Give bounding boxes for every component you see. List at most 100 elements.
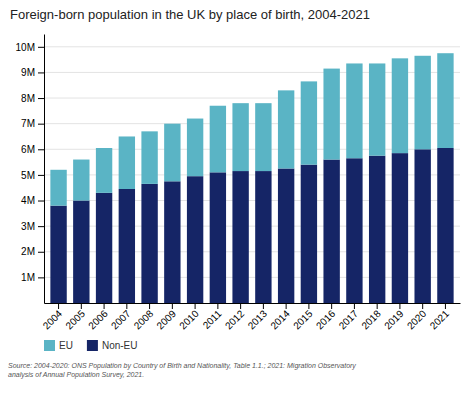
- x-tick: 2006: [86, 303, 110, 331]
- x-tick-mark: [195, 303, 196, 309]
- legend-item: Non-EU: [87, 340, 138, 351]
- bar: [414, 56, 430, 150]
- x-tick-mark: [149, 303, 150, 309]
- x-tick-mark: [354, 303, 355, 309]
- y-tick-mark: [38, 149, 44, 150]
- x-axis-line: [45, 303, 461, 304]
- y-tick: 3M: [21, 221, 44, 232]
- bar: [278, 169, 294, 304]
- x-tick: 2020: [405, 303, 429, 331]
- y-tick-mark: [38, 226, 44, 227]
- bar: [323, 69, 339, 160]
- x-tick: 2010: [177, 303, 201, 331]
- x-tick-mark: [399, 303, 400, 309]
- x-tick-label: 2017: [337, 308, 361, 332]
- x-tick-label: 2015: [291, 308, 315, 332]
- x-tick-mark: [286, 303, 287, 309]
- x-axis: 2004200520062007200820092010201120122013…: [41, 303, 461, 331]
- x-tick-mark: [422, 303, 423, 309]
- y-tick: 6M: [21, 144, 44, 155]
- bar: [369, 156, 385, 303]
- title: Foreign-born population in the UK by pla…: [10, 7, 370, 22]
- y-tick-label: 10M: [16, 42, 35, 53]
- x-tick: 2009: [154, 303, 178, 331]
- bar: [210, 172, 226, 303]
- bar: [119, 189, 135, 303]
- legend-item: EU: [44, 340, 73, 351]
- chart: Foreign-born population in the UK by pla…: [0, 0, 474, 401]
- bar: [255, 171, 271, 303]
- bar: [73, 160, 89, 201]
- y-tick-label: 8M: [21, 93, 35, 104]
- x-tick-label: 2007: [109, 308, 133, 332]
- legend: EU Non-EU: [44, 340, 137, 351]
- y-tick-mark: [38, 98, 44, 99]
- bar: [164, 181, 180, 303]
- x-tick: 2008: [132, 303, 156, 331]
- x-tick-mark: [240, 303, 241, 309]
- x-tick-mark: [104, 303, 105, 309]
- bar: [255, 103, 271, 171]
- bar: [73, 201, 89, 303]
- bar: [141, 131, 157, 184]
- x-tick-label: 2005: [63, 308, 87, 332]
- y-tick: 5M: [21, 170, 44, 181]
- y-tick: 9M: [21, 67, 44, 78]
- x-tick: 2013: [246, 303, 270, 331]
- x-tick-label: 2006: [86, 308, 110, 332]
- bar: [414, 149, 430, 303]
- grid-line: [44, 46, 460, 47]
- y-tick: 7M: [21, 118, 44, 129]
- plot-area: 1M2M3M4M5M6M7M8M9M10M2004200520062007200…: [16, 35, 461, 332]
- x-tick: 2014: [268, 303, 292, 331]
- x-tick-label: 2013: [246, 308, 270, 332]
- bar: [232, 171, 248, 303]
- x-tick-label: 2021: [428, 308, 452, 332]
- x-tick-label: 2011: [201, 308, 224, 331]
- annotation: Source: 2004-2020: ONS Population by Cou…: [8, 362, 356, 379]
- y-tick-mark: [38, 47, 44, 48]
- y-tick-mark: [38, 201, 44, 202]
- y-tick-mark: [38, 277, 44, 278]
- legend-swatch: [87, 340, 98, 351]
- bar: [392, 153, 408, 303]
- x-tick-label: 2004: [41, 308, 65, 332]
- x-tick: 2021: [428, 303, 452, 331]
- bar: [210, 106, 226, 173]
- bar: [232, 103, 248, 171]
- x-tick-label: 2018: [359, 308, 383, 332]
- x-tick: 2017: [337, 303, 361, 331]
- y-tick: 10M: [16, 42, 44, 53]
- x-tick: 2004: [41, 303, 65, 331]
- y-tick: 2M: [21, 246, 44, 257]
- bar: [119, 136, 135, 189]
- x-tick-mark: [308, 303, 309, 309]
- bar: [323, 160, 339, 303]
- x-tick-label: 2008: [132, 308, 156, 332]
- bar: [164, 124, 180, 182]
- y-tick: 4M: [21, 195, 44, 206]
- x-tick-mark: [445, 303, 446, 309]
- x-tick: 2016: [314, 303, 338, 331]
- bar: [301, 165, 317, 303]
- legend-label: Non-EU: [102, 340, 138, 351]
- y-tick-mark: [38, 124, 44, 125]
- series-bars: [50, 53, 453, 205]
- x-tick-mark: [126, 303, 127, 309]
- bar: [96, 193, 112, 303]
- x-tick-label: 2012: [223, 308, 247, 332]
- bar: [437, 148, 453, 303]
- x-tick: 2011: [201, 303, 224, 331]
- bar: [50, 206, 66, 303]
- bar: [187, 176, 203, 303]
- x-tick-label: 2010: [177, 308, 201, 332]
- x-tick-mark: [81, 303, 82, 309]
- x-tick-mark: [263, 303, 264, 309]
- bar: [278, 90, 294, 168]
- y-tick-mark: [38, 72, 44, 73]
- x-tick-mark: [217, 303, 218, 309]
- y-tick-label: 7M: [21, 118, 35, 129]
- x-tick-label: 2019: [382, 308, 406, 332]
- x-tick: 2005: [63, 303, 87, 331]
- bar: [392, 58, 408, 153]
